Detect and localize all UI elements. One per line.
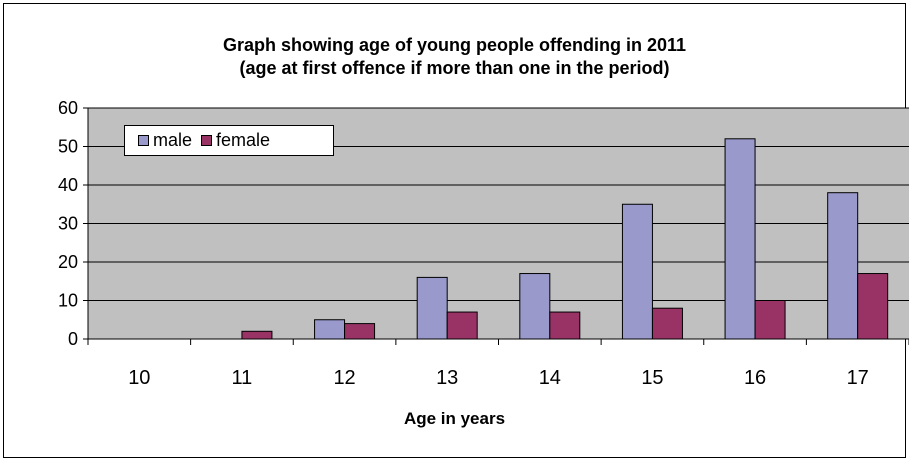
- chart-legend: male female: [124, 125, 334, 156]
- bar-female-15: [651, 307, 683, 340]
- bar-male-17: [827, 192, 859, 340]
- chart-title: Graph showing age of young people offend…: [0, 34, 909, 80]
- bar-female-12: [344, 323, 376, 340]
- bar-male-13: [416, 276, 448, 340]
- y-tick-label: 0: [68, 329, 78, 349]
- bar-female-14: [549, 311, 581, 340]
- y-tick-label: 30: [58, 214, 78, 234]
- legend-item-male: male: [138, 130, 192, 151]
- x-tick-label: 13: [436, 367, 458, 389]
- chart-title-line-2: (age at first offence if more than one i…: [239, 58, 670, 78]
- y-tick-label: 10: [58, 291, 78, 311]
- legend-swatch-female: [201, 135, 213, 146]
- bar-female-13: [446, 311, 478, 340]
- y-tick-label: 20: [58, 252, 78, 272]
- bar-male-14: [519, 273, 551, 340]
- x-tick-label: 12: [333, 367, 355, 389]
- bar-female-16: [754, 300, 786, 340]
- bar-male-12: [314, 319, 346, 340]
- bar-female-11: [241, 330, 273, 340]
- x-tick-label: 11: [232, 367, 253, 389]
- y-tick-label: 40: [58, 175, 78, 195]
- x-tick-label: 10: [128, 367, 150, 389]
- x-axis-label: Age in years: [403, 409, 506, 428]
- chart-title-line-1: Graph showing age of young people offend…: [222, 35, 687, 55]
- y-tick-label: 50: [58, 137, 78, 157]
- x-tick-label: 15: [641, 367, 663, 389]
- x-tick-label: 14: [539, 367, 561, 389]
- y-tick-label: 60: [58, 98, 78, 118]
- x-tick-label: 17: [847, 367, 869, 389]
- legend-swatch-male: [138, 135, 149, 146]
- bar-male-16: [724, 138, 756, 340]
- bar-male-15: [621, 203, 653, 340]
- x-tick-label: 16: [744, 367, 766, 389]
- legend-label-male: male: [153, 130, 193, 150]
- legend-label-female: female: [216, 130, 271, 150]
- bar-female-17: [857, 273, 889, 340]
- legend-item-female: female: [201, 130, 270, 151]
